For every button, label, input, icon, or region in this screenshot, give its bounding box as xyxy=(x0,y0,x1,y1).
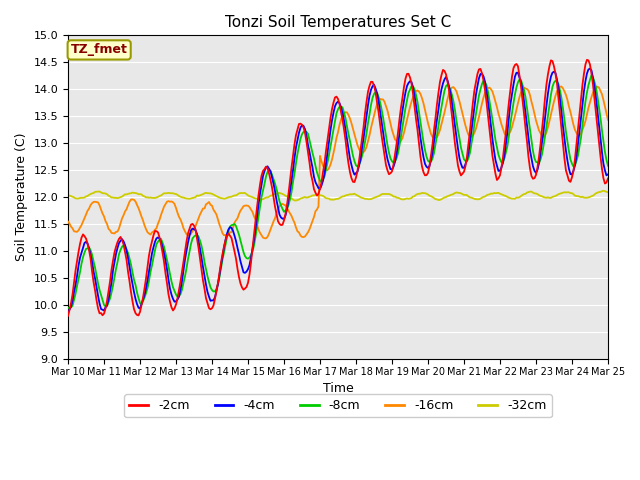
Title: Tonzi Soil Temperatures Set C: Tonzi Soil Temperatures Set C xyxy=(225,15,451,30)
Legend: -2cm, -4cm, -8cm, -16cm, -32cm: -2cm, -4cm, -8cm, -16cm, -32cm xyxy=(124,395,552,418)
Text: TZ_fmet: TZ_fmet xyxy=(71,43,127,57)
Y-axis label: Soil Temperature (C): Soil Temperature (C) xyxy=(15,133,28,262)
X-axis label: Time: Time xyxy=(323,382,353,395)
